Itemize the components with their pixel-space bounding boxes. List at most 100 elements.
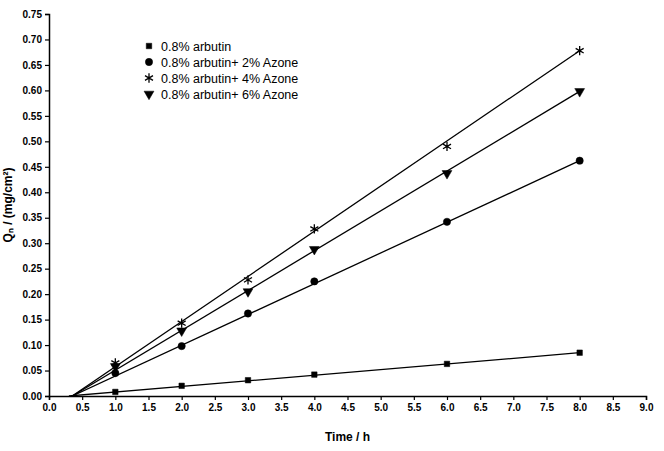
y-tick: 0.35	[23, 212, 49, 223]
data-point	[443, 218, 450, 225]
x-tick: 2.0	[175, 396, 189, 413]
x-tick-label: 8.0	[573, 402, 587, 413]
data-point	[576, 46, 584, 55]
y-tick-label: 0.60	[23, 85, 43, 96]
x-tick: 8.0	[573, 396, 587, 413]
x-tick: 6.5	[474, 396, 488, 413]
y-tick-mark	[45, 116, 49, 117]
x-tick-mark	[546, 396, 547, 400]
y-tick-mark	[45, 218, 49, 219]
x-tick-label: 9.0	[640, 402, 654, 413]
legend-marker	[144, 91, 154, 100]
x-tick-label: 2.5	[208, 402, 222, 413]
x-tick-mark	[182, 396, 183, 400]
y-tick-mark	[45, 320, 49, 321]
data-point	[244, 310, 251, 317]
y-tick: 0.60	[23, 85, 49, 96]
legend-marker	[145, 73, 153, 82]
x-tick: 5.5	[407, 396, 421, 413]
x-tick-label: 2.0	[175, 402, 189, 413]
x-tick-label: 6.0	[441, 402, 455, 413]
x-tick-mark	[580, 396, 581, 400]
y-tick-mark	[45, 243, 49, 244]
legend-label: 0.8% arbutin+ 4% Azone	[161, 72, 298, 86]
y-tick-mark	[45, 167, 49, 168]
y-tick-label: 0.20	[23, 289, 43, 300]
x-axis-line	[50, 397, 647, 401]
data-point	[311, 278, 318, 285]
data-point	[110, 364, 120, 373]
legend-label: 0.8% arbutin	[161, 40, 231, 54]
data-point	[442, 171, 452, 180]
x-tick-label: 4.5	[341, 402, 355, 413]
x-tick-mark	[480, 396, 481, 400]
x-tick-mark	[148, 396, 149, 400]
x-tick-mark	[115, 396, 116, 400]
x-tick-label: 5.0	[374, 402, 388, 413]
x-tick-mark	[248, 396, 249, 400]
y-tick-mark	[45, 90, 49, 91]
fit-line	[69, 353, 580, 396]
x-tick-label: 3.5	[275, 402, 289, 413]
data-point	[575, 89, 585, 98]
y-tick-label: 0.70	[23, 34, 43, 45]
legend-marker	[145, 58, 152, 65]
x-tick-mark	[82, 396, 83, 400]
y-tick: 0.50	[23, 136, 49, 147]
y-tick-label: 0.65	[23, 60, 43, 71]
x-axis: 0.00.51.01.52.02.53.03.54.04.55.05.56.06…	[43, 396, 654, 413]
y-tick: 0.45	[23, 162, 49, 173]
x-tick-label: 1.5	[142, 402, 156, 413]
legend-marker	[146, 43, 151, 48]
y-tick: 0.20	[23, 289, 49, 300]
data-point	[443, 142, 451, 151]
data-point	[310, 224, 318, 233]
x-tick-label: 7.5	[540, 402, 554, 413]
y-tick: 0.25	[23, 263, 49, 274]
plot-area	[69, 46, 585, 396]
y-tick: 0.15	[23, 314, 49, 325]
y-tick-mark	[45, 39, 49, 40]
x-tick-label: 5.5	[407, 402, 421, 413]
y-tick: 0.65	[23, 60, 49, 71]
x-tick: 2.5	[208, 396, 222, 413]
y-tick-mark	[45, 141, 49, 142]
data-point	[178, 319, 186, 328]
y-tick-label: 0.00	[23, 391, 43, 402]
x-tick: 0.5	[76, 396, 90, 413]
y-tick: 0.55	[23, 111, 49, 122]
x-tick-mark	[447, 396, 448, 400]
legend: 0.8% arbutin0.8% arbutin+ 2% Azone0.8% a…	[144, 40, 298, 102]
x-tick-label: 7.0	[507, 402, 521, 413]
y-tick-mark	[45, 396, 49, 397]
x-tick: 5.0	[374, 396, 388, 413]
y-tick: 0.30	[23, 238, 49, 249]
data-point	[577, 350, 582, 355]
y-tick-mark	[45, 65, 49, 66]
y-tick: 0.05	[23, 365, 49, 376]
data-point	[177, 328, 187, 337]
y-axis-title: Qₙ / (mg/cm²)	[1, 167, 15, 242]
y-tick-label: 0.10	[23, 340, 43, 351]
x-tick: 3.0	[242, 396, 256, 413]
x-tick: 6.0	[441, 396, 455, 413]
x-tick: 0.0	[43, 396, 57, 413]
data-point	[244, 275, 252, 284]
y-tick-label: 0.45	[23, 162, 43, 173]
y-tick-label: 0.30	[23, 238, 43, 249]
y-tick-mark	[45, 345, 49, 346]
y-tick-label: 0.35	[23, 212, 43, 223]
y-tick: 0.75	[23, 9, 49, 20]
x-tick-mark	[513, 396, 514, 400]
y-tick-label: 0.75	[23, 9, 43, 20]
x-tick-mark	[215, 396, 216, 400]
x-tick: 7.5	[540, 396, 554, 413]
data-point	[113, 389, 118, 394]
x-axis-title: Time / h	[325, 430, 370, 444]
x-tick: 9.0	[640, 396, 654, 413]
data-point	[312, 372, 317, 377]
x-tick-label: 3.0	[242, 402, 256, 413]
fit-line	[72, 161, 579, 396]
x-tick-mark	[347, 396, 348, 400]
x-tick-mark	[613, 396, 614, 400]
